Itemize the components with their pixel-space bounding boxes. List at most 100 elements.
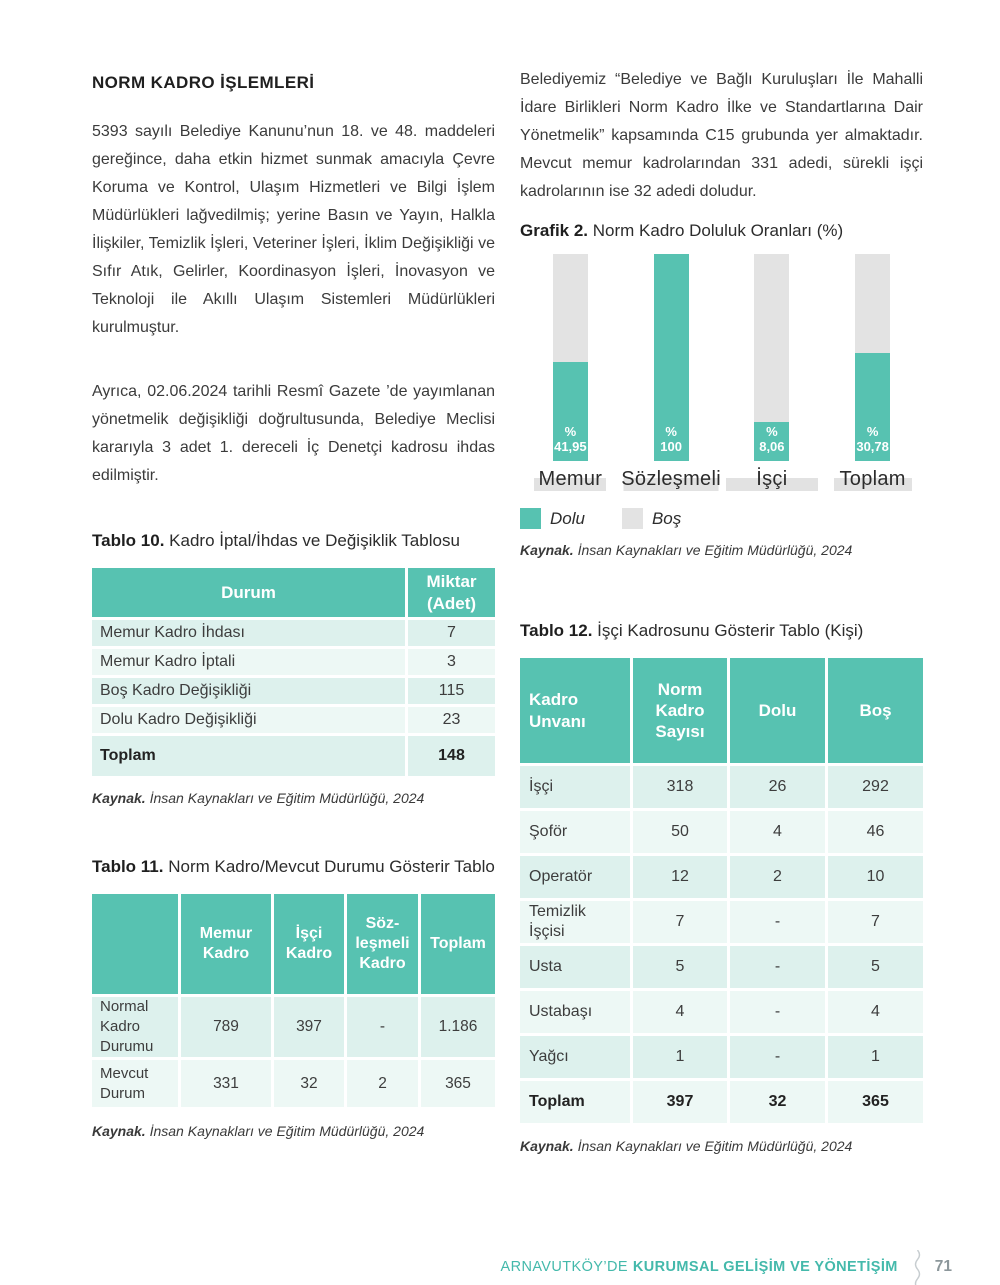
table-cell: 115: [408, 678, 495, 704]
table-cell: 1.186: [421, 997, 495, 1057]
bar-isci-value-label: % 8,06: [734, 424, 809, 454]
category-text: İşçi: [756, 467, 788, 490]
column-header-toplam: Toplam: [421, 894, 495, 994]
footer-section-title: KURUMSAL GELİŞİM VE YÖNETİŞİM: [632, 1259, 898, 1275]
page-number: 71: [934, 1258, 952, 1275]
source-label: Kaynak.: [92, 790, 146, 806]
table-cell: Şoför: [520, 811, 630, 853]
percent-value: 100: [660, 439, 682, 454]
table-cell: 397: [274, 997, 344, 1057]
table-cell: Toplam: [520, 1081, 630, 1123]
page-footer: ARNAVUTKÖY’DE KURUMSAL GELİŞİM VE YÖNETİ…: [500, 1238, 952, 1285]
table-cell: 5: [828, 946, 923, 988]
chart-caption-label: Grafik 2.: [520, 221, 589, 240]
table-cell: Boş Kadro Değişikliği: [92, 678, 405, 704]
table-11-header-row: Memur Kadro İşçi Kadro Söz-leşmeli Kadro…: [92, 894, 495, 994]
column-header-durum: Durum: [92, 568, 405, 617]
table-row: Boş Kadro Değişikliği 115: [92, 678, 495, 704]
table-row: Normal Kadro Durumu 789 397 - 1.186: [92, 997, 495, 1057]
table-cell: -: [347, 997, 418, 1057]
grafik-2-chart: % 41,95 Memur % 100: [520, 254, 923, 492]
percent-sign: %: [564, 424, 577, 439]
table-total-row: Toplam 397 32 365: [520, 1081, 923, 1123]
table-cell: -: [730, 946, 825, 988]
table-cell: 7: [408, 620, 495, 646]
chart-source: Kaynak. İnsan Kaynakları ve Eğitim Müdür…: [520, 542, 923, 558]
bar-sozlesmeli: % 100: [653, 254, 689, 461]
bar-memur: % 41,95: [552, 254, 588, 461]
category-label-memur: Memur: [520, 466, 621, 492]
table-cell: 4: [730, 811, 825, 853]
table-11-caption: Tablo 11. Norm Kadro/Mevcut Durumu Göste…: [92, 856, 495, 878]
category-text: Toplam: [839, 467, 906, 490]
table-cell: -: [730, 991, 825, 1033]
table-cell: -: [730, 901, 825, 943]
table-row: İşçi 318 26 292: [520, 766, 923, 808]
table-cell: 32: [274, 1060, 344, 1107]
table-row: Temizlik İşçisi 7 - 7: [520, 901, 923, 943]
table-12-source: Kaynak. İnsan Kaynakları ve Eğitim Müdür…: [520, 1138, 923, 1154]
paragraph-norm-kadro: 5393 sayılı Belediye Kanunu’nun 18. ve 4…: [92, 123, 495, 336]
table-row: Şoför 50 4 46: [520, 811, 923, 853]
table-10-caption: Tablo 10. Kadro İptal/İhdas ve Değişikli…: [92, 530, 495, 552]
percent-sign: %: [665, 424, 677, 439]
source-label: Kaynak.: [520, 1138, 574, 1154]
category-label-highlight: [833, 478, 912, 491]
table-cell: Memur Kadro İhdası: [92, 620, 405, 646]
table-cell: -: [730, 1036, 825, 1078]
table-row: Ustabaşı 4 - 4: [520, 991, 923, 1033]
table-12-caption: Tablo 12. İşçi Kadrosunu Gösterir Tablo …: [520, 620, 923, 642]
table-cell: 148: [408, 736, 495, 776]
bar-sozlesmeli-dolu-segment: % 100: [653, 254, 689, 461]
table-cell: 331: [181, 1060, 271, 1107]
table-cell: İşçi: [520, 766, 630, 808]
chart-bar-group-toplam: % 30,78 Toplam: [822, 254, 923, 492]
table-12: Kadro Unvanı Norm Kadro Sayısı Dolu Boş …: [520, 658, 923, 1123]
table-row: Usta 5 - 5: [520, 946, 923, 988]
bar-isci-dolu-segment: % 8,06: [754, 422, 790, 461]
legend-label-bos: Boş: [651, 508, 682, 528]
table-12-caption-text: İşçi Kadrosunu Gösterir Tablo (Kişi): [597, 621, 864, 640]
category-text: Sözleşmeli: [621, 467, 721, 490]
table-row: Operatör 12 2 10: [520, 856, 923, 898]
table-cell: Normal Kadro Durumu: [92, 997, 178, 1057]
table-11-caption-text: Norm Kadro/Mevcut Durumu Gösterir Tablo: [168, 857, 495, 876]
left-column: NORM KADRO İŞLEMLERİ 5393 sayılı Belediy…: [92, 0, 495, 1139]
category-label-sozlesmeli: Sözleşmeli: [621, 466, 722, 492]
table-cell: 789: [181, 997, 271, 1057]
column-header-memur-kadro: Memur Kadro: [181, 894, 271, 994]
table-cell: 397: [633, 1081, 727, 1123]
source-text: İnsan Kaynakları ve Eğitim Müdürlüğü, 20…: [149, 790, 425, 806]
bar-memur-value-label: % 41,95: [533, 424, 608, 454]
table-cell: 10: [828, 856, 923, 898]
table-cell: 292: [828, 766, 923, 808]
chart-caption: Grafik 2. Norm Kadro Doluluk Oranları (%…: [520, 220, 923, 242]
table-cell: 4: [633, 991, 727, 1033]
table-12-header-row: Kadro Unvanı Norm Kadro Sayısı Dolu Boş: [520, 658, 923, 763]
table-10-source: Kaynak. İnsan Kaynakları ve Eğitim Müdür…: [92, 790, 495, 806]
table-row: Yağcı 1 - 1: [520, 1036, 923, 1078]
table-12-caption-label: Tablo 12.: [520, 621, 593, 640]
legend-swatch-bos: [621, 508, 643, 529]
column-header-isci-kadro: İşçi Kadro: [274, 894, 344, 994]
bar-isci: % 8,06: [754, 254, 790, 461]
footer-location: ARNAVUTKÖY’DE: [500, 1259, 628, 1275]
table-cell: Dolu Kadro Değişikliği: [92, 707, 405, 733]
paragraph-yonetmelik: Belediyemiz “Belediye ve Bağlı Kuruluşla…: [520, 71, 923, 200]
table-cell: 23: [408, 707, 495, 733]
percent-value: 8,06: [759, 439, 785, 454]
table-cell: Memur Kadro İptali: [92, 649, 405, 675]
table-cell: Mevcut Durum: [92, 1060, 178, 1107]
column-header-sozlesmeli-kadro: Söz-leşmeli Kadro: [347, 894, 418, 994]
table-10: Durum Miktar (Adet) Memur Kadro İhdası 7…: [92, 568, 495, 776]
percent-sign: %: [766, 424, 778, 439]
table-cell: 46: [828, 811, 923, 853]
footer-divider-squiggle: [914, 1250, 920, 1285]
table-cell: 5: [633, 946, 727, 988]
bar-sozlesmeli-value-label: % 100: [634, 424, 709, 454]
legend-label-dolu: Dolu: [550, 508, 585, 528]
table-cell: 318: [633, 766, 727, 808]
source-text: İnsan Kaynakları ve Eğitim Müdürlüğü, 20…: [577, 1138, 853, 1154]
table-cell: 2: [347, 1060, 418, 1107]
column-header-norm-kadro-sayisi: Norm Kadro Sayısı: [633, 658, 727, 763]
